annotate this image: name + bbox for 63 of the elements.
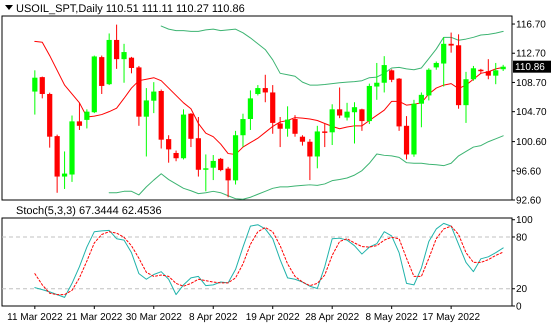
candlestick [278, 116, 283, 148]
candlestick [418, 92, 424, 128]
x-tick-label: 11 Mar 2022 [7, 312, 63, 323]
candlestick [76, 102, 82, 130]
candlestick [114, 24, 120, 70]
x-tick-label: 28 Apr 2022 [305, 312, 360, 323]
candlestick [121, 43, 127, 84]
candlestick [173, 150, 179, 162]
x-tick-label: 30 Mar 2022 [126, 312, 182, 323]
line-series [108, 135, 504, 200]
x-tick-label: 17 May 2022 [422, 312, 480, 323]
y-tick-label: 100.60 [516, 137, 548, 148]
candlestick [359, 108, 365, 132]
candlestick [40, 76, 45, 99]
y-tick-label: 80 [516, 232, 528, 244]
candlestick [144, 88, 149, 157]
line-series [160, 26, 504, 86]
candlestick [330, 104, 335, 146]
candlestick [218, 157, 224, 172]
candlestick [32, 70, 38, 116]
y-tick-label: 116.70 [516, 20, 546, 31]
candlestick [389, 68, 394, 83]
y-tick-label: 112.70 [516, 48, 546, 60]
candlestick [62, 150, 68, 190]
candlestick [210, 154, 216, 181]
x-tick-label: 8 Apr 2022 [189, 312, 238, 323]
y-tick-label: 92.60 [516, 196, 542, 206]
candlestick [248, 90, 254, 130]
candlestick [255, 84, 260, 96]
candlestick [284, 106, 290, 138]
candlestick [344, 102, 350, 121]
y-tick-label: 108.70 [516, 78, 548, 89]
candlestick [84, 108, 90, 129]
y-tick-label: 0 [516, 302, 522, 312]
candlestick [240, 113, 246, 148]
candlestick [322, 124, 328, 148]
candlestick [151, 82, 156, 114]
candlestick [203, 154, 208, 192]
candlestick [300, 134, 306, 146]
candlestick [226, 166, 231, 198]
candlestick [166, 134, 172, 164]
candlestick [382, 56, 387, 93]
y-tick-label: 104.70 [516, 107, 548, 118]
y-tick-label: 20 [516, 284, 528, 296]
y-tick-label: 96.60 [516, 166, 542, 178]
x-tick-label: 21 Mar 2022 [66, 312, 123, 323]
x-tick-label: 19 Apr 2022 [246, 312, 300, 323]
candlestick [292, 114, 298, 138]
candlestick [486, 58, 491, 80]
x-tick-label: 8 May 2022 [366, 312, 418, 323]
candlestick [470, 65, 476, 82]
candlestick [374, 62, 380, 100]
y-tick-label: 100 [516, 215, 534, 226]
candlestick [307, 138, 312, 181]
candlestick [441, 36, 446, 88]
candlestick [493, 62, 498, 85]
chart-title: Stoch(5,3,3) 67.3444 62.4536 [16, 205, 162, 217]
candlestick [128, 56, 134, 74]
chart-title: USOIL_SPT,Daily 110.51 111.11 110.27 110.86 [16, 3, 245, 15]
candlestick [337, 86, 342, 119]
candlestick [352, 102, 358, 144]
text: 110.86 [515, 62, 546, 74]
candlestick [262, 74, 268, 103]
